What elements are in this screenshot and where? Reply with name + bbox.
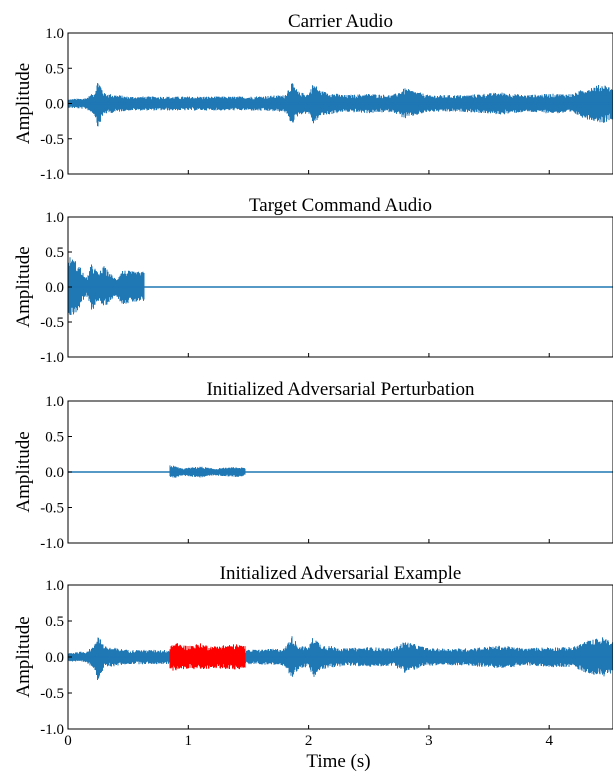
y-tick-label: 0.0 [45,465,64,481]
chart-title: Carrier Audio [288,11,393,32]
y-axis-label: Amplitude [13,431,34,512]
x-tick-label: 2 [305,733,313,749]
chart-panel-2: Target Command Audio Amplitude 1.0 0.5 0.0 -0… [13,195,613,366]
y-tick-label: 0.5 [45,245,64,261]
y-axis-label: Amplitude [13,616,34,697]
y-tick-label: -1.0 [40,350,64,366]
waveform-series-1 [67,636,613,680]
y-tick-label: -1.0 [40,722,64,738]
y-tick-label: 0.0 [45,97,64,113]
waveform-series-1 [67,83,613,127]
y-tick-label: 0.0 [45,650,64,666]
y-tick-label: 0.5 [45,614,64,630]
y-axis-label: Amplitude [13,246,34,327]
y-tick-label: 0.5 [45,430,64,446]
y-tick-label: 1.0 [45,394,64,410]
x-tick-label: 1 [185,733,193,749]
chart-title: Target Command Audio [249,195,432,216]
y-tick-label: -1.0 [40,167,64,183]
x-tick-label: 0 [64,733,72,749]
y-tick-label: -0.5 [40,501,64,517]
y-tick-label: 1.0 [45,26,64,42]
y-tick-label: -0.5 [40,132,64,148]
y-tick-label: 0.5 [45,61,64,77]
x-axis-label: Time (s) [306,751,370,772]
y-tick-label: -1.0 [40,536,64,552]
y-tick-label: 0.0 [45,280,64,296]
x-tick-label: 4 [545,733,553,749]
chart-panel-3: Initialized Adversarial Perturbation Ampl… [13,379,613,552]
y-tick-label: 1.0 [45,578,64,594]
chart-panel-4: Initialized Adversarial Example Amplitude… [13,563,613,772]
y-axis-label: Amplitude [13,63,34,144]
y-tick-label: -0.5 [40,315,64,331]
chart-title: Initialized Adversarial Perturbation [206,379,475,400]
x-tick-label: 3 [425,733,433,749]
waveform-series-2 [169,643,246,671]
chart-title: Initialized Adversarial Example [220,563,462,584]
y-tick-label: -0.5 [40,686,64,702]
y-tick-label: 1.0 [45,210,64,226]
chart-panel-1: Carrier Audio Amplitude 1.0 0.5 0.0 -0.5 -1.0 [13,11,613,183]
